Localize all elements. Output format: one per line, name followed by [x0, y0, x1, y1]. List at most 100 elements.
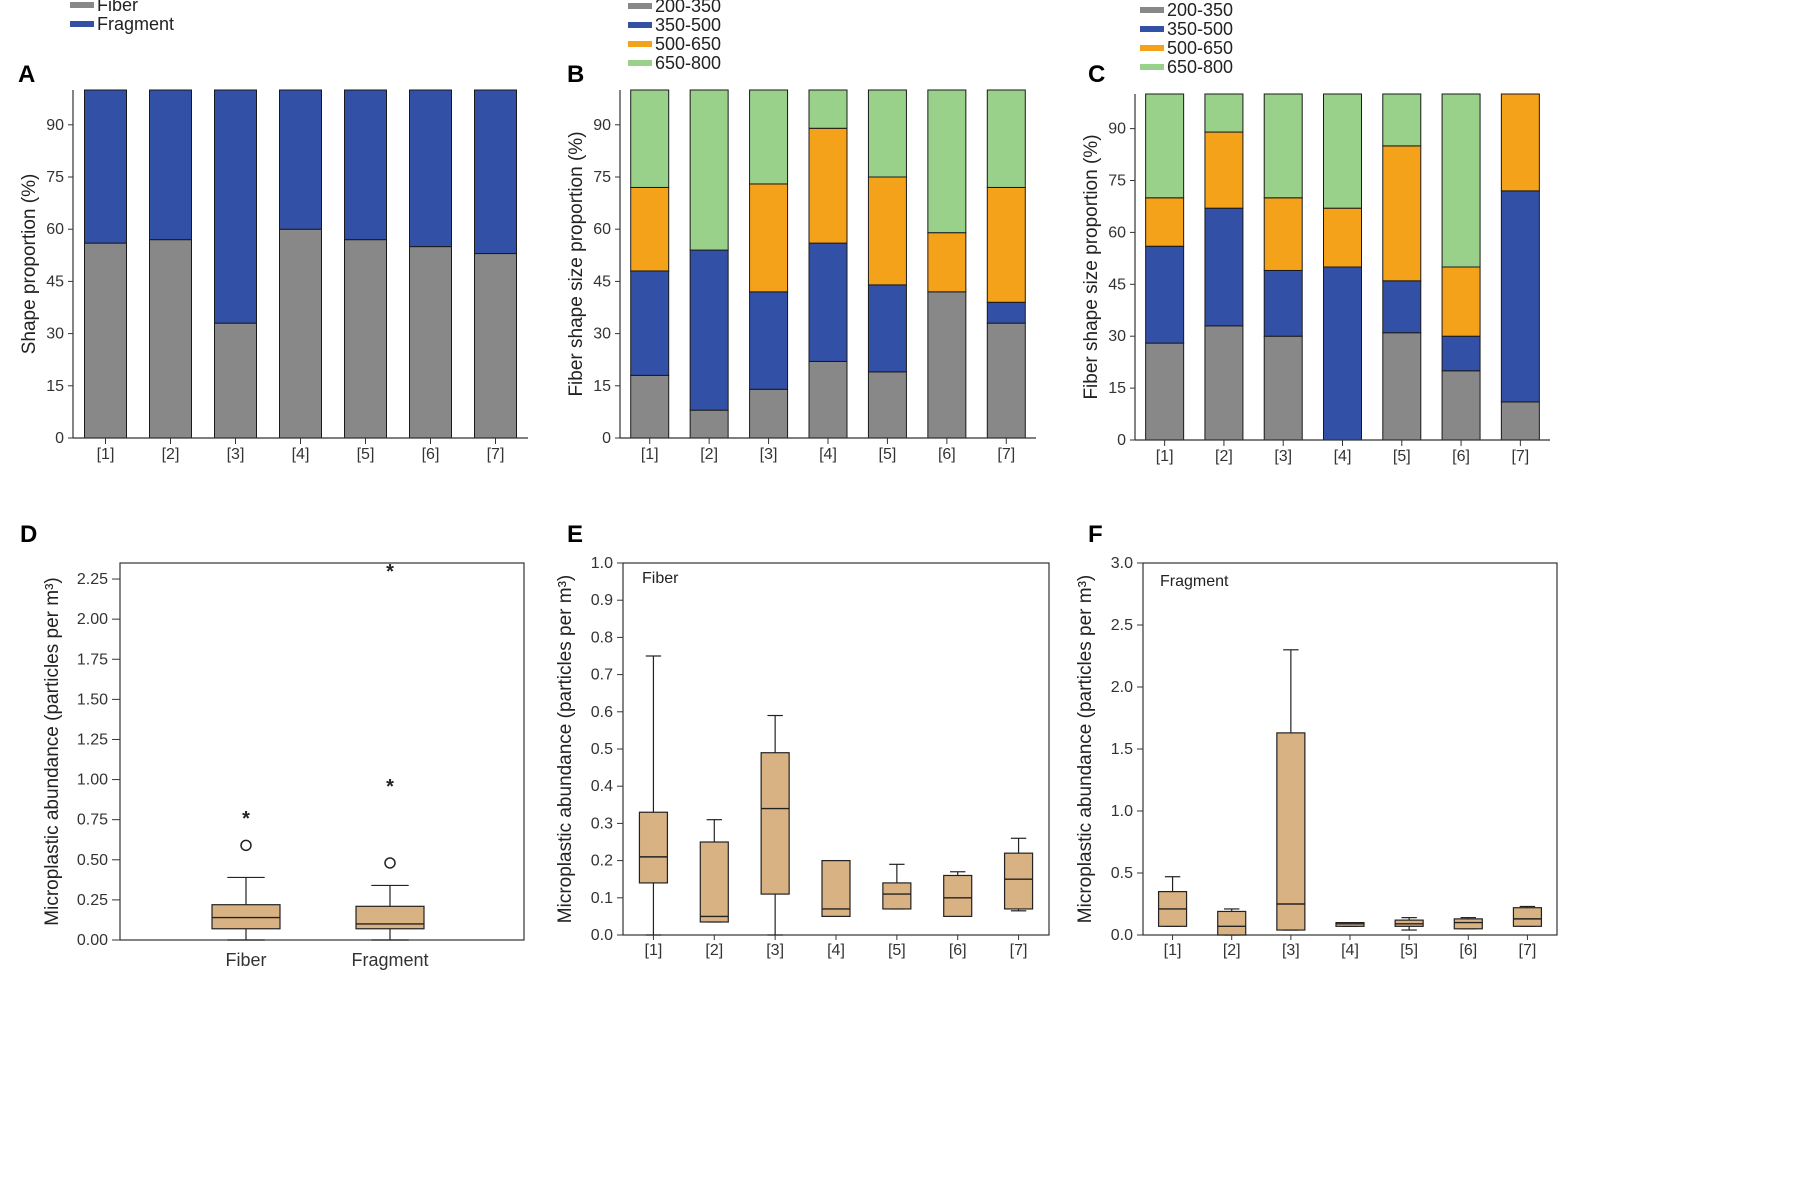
y-tick-label: 0.6: [591, 704, 613, 721]
bar-segment: [344, 89, 387, 241]
x-tick-label: [1]: [1164, 942, 1182, 959]
panel-letter: F: [1088, 521, 1103, 548]
bar-segment: [1500, 93, 1540, 192]
x-tick-label: [4]: [292, 446, 310, 463]
bar-segment: [927, 291, 967, 439]
x-tick-label: [6]: [949, 942, 967, 959]
y-tick-label: 60: [1108, 224, 1126, 241]
bar-segment: [749, 183, 789, 293]
y-tick-label: 0.50: [77, 852, 108, 869]
bar-segment: [630, 270, 670, 376]
legend-swatch: [628, 3, 652, 9]
y-tick-label: 1.5: [1111, 741, 1133, 758]
x-tick-label: [3]: [766, 942, 784, 959]
bar-segment: [867, 176, 907, 286]
box: [760, 752, 790, 895]
bar-segment: [749, 89, 789, 185]
x-tick-label: [4]: [1341, 942, 1359, 959]
bar-segment: [1500, 401, 1540, 441]
y-tick-label: 0.0: [591, 927, 613, 944]
bar-segment: [689, 409, 729, 439]
y-axis-label: Fiber shape size proportion (%): [566, 131, 587, 396]
y-tick-label: 0.75: [77, 812, 108, 829]
x-tick-label: [5]: [879, 446, 897, 463]
panel-f: F 0.0 0.5 1.0 1.5 2.0 2.5 3.0 Fragment [1] [2] [3] […: [1075, 521, 1558, 959]
y-axis-label: Microplastic abundance (particles per m³…: [1075, 575, 1096, 923]
x-tick-label: [7]: [1511, 448, 1529, 465]
bar-segment: [279, 228, 322, 439]
x-tick-label: [5]: [1400, 942, 1418, 959]
y-tick-label: 75: [1108, 173, 1126, 190]
bar-segment: [149, 89, 192, 241]
bar-segment: [84, 89, 127, 244]
bar-segment: [409, 246, 452, 439]
bar-segment: [1441, 335, 1481, 372]
y-tick-label: 0.4: [591, 778, 613, 795]
y-tick-label: 0.5: [1111, 865, 1133, 882]
y-tick-label: 45: [1108, 276, 1126, 293]
box: [1217, 910, 1247, 936]
plot-frame: [119, 562, 525, 941]
y-axis-label: Microplastic abundance (particles per m³…: [42, 577, 63, 925]
bar-segment: [808, 360, 848, 439]
bar-segment: [689, 249, 729, 411]
x-tick-label: [7]: [1010, 942, 1028, 959]
x-tick-label: [7]: [487, 446, 505, 463]
y-tick-label: 0: [55, 430, 64, 447]
bar-segment: [1263, 269, 1303, 337]
y-tick-label: 1.75: [77, 651, 108, 668]
y-tick-label: 1.0: [591, 555, 613, 572]
x-tick-label: [1]: [1156, 448, 1174, 465]
y-tick-label: 75: [46, 169, 64, 186]
legend-label: 350-500: [655, 15, 721, 35]
bar-segment: [279, 89, 322, 230]
box: [1512, 907, 1543, 927]
bar-segment: [867, 89, 907, 178]
y-tick-label: 1.00: [77, 772, 108, 789]
bar-segment: [1323, 93, 1362, 209]
bar-segment: [927, 232, 967, 293]
bar-segment: [1500, 190, 1540, 403]
legend-label: 650-800: [655, 53, 721, 73]
y-tick-label: 0.0: [1111, 927, 1133, 944]
legend-label: 500-650: [655, 34, 721, 54]
panel-letter: C: [1088, 61, 1105, 88]
bar-segment: [1145, 93, 1185, 199]
box: [882, 882, 912, 910]
x-tick-label: [4]: [1334, 448, 1352, 465]
y-tick-label: 15: [593, 378, 611, 395]
bar-segment: [986, 301, 1026, 324]
bar-segment: [1441, 370, 1481, 441]
y-tick-label: 0.8: [591, 629, 613, 646]
y-tick-label: 2.5: [1111, 617, 1133, 634]
x-tick-label: [7]: [1519, 942, 1537, 959]
bar-segment: [1323, 266, 1362, 441]
x-tick-label: [2]: [1223, 942, 1241, 959]
bar-segment: [474, 253, 517, 439]
x-tick-label: Fiber: [225, 950, 266, 970]
y-tick-label: 30: [46, 326, 64, 343]
y-tick-label: 45: [46, 273, 64, 290]
x-tick-label: [1]: [97, 446, 115, 463]
legend-swatch: [1140, 45, 1164, 51]
y-tick-label: 1.50: [77, 691, 108, 708]
y-tick-label: 15: [46, 378, 64, 395]
bar-segment: [1204, 325, 1244, 441]
box: [211, 904, 281, 930]
bar-segment: [214, 89, 257, 324]
bar-segment: [986, 186, 1026, 303]
outlier-circle: [384, 857, 396, 869]
x-tick-label: [5]: [357, 446, 375, 463]
bar-segment: [867, 371, 907, 439]
x-tick-label: [3]: [227, 446, 245, 463]
legend-swatch: [70, 21, 94, 27]
y-tick-label: 60: [46, 221, 64, 238]
bar-segment: [1204, 131, 1244, 209]
y-tick-label: 0.25: [77, 892, 108, 909]
x-tick-label: [3]: [1282, 942, 1300, 959]
y-tick-label: 0: [1117, 432, 1126, 449]
legend-label: 650-800: [1167, 57, 1233, 77]
x-tick-label: [5]: [888, 942, 906, 959]
bar-segment: [474, 89, 517, 255]
